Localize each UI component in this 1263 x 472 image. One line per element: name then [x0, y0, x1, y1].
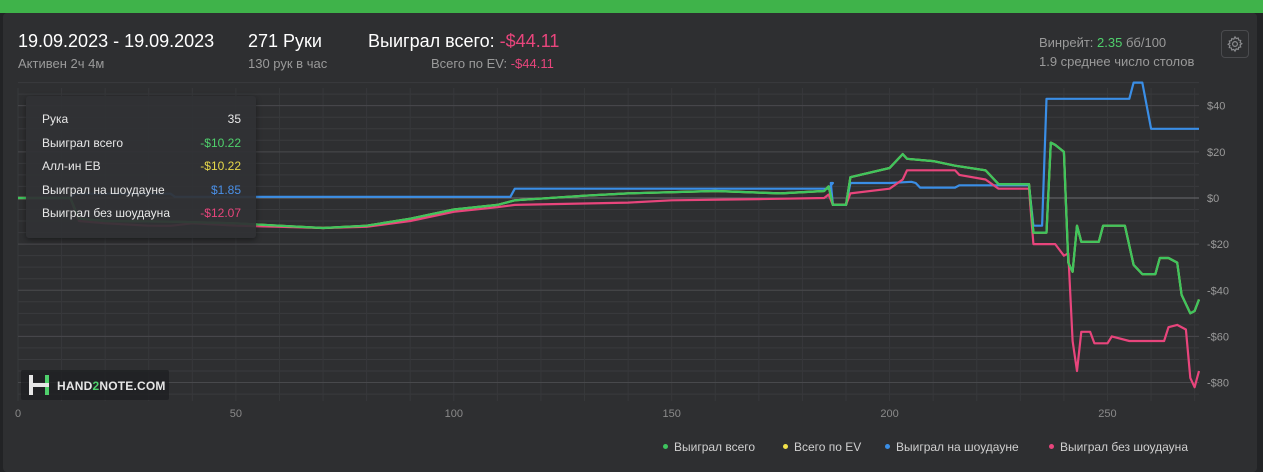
won-total-value: -$44.11 — [499, 31, 560, 51]
legend-dot-icon — [783, 444, 788, 450]
legend-label: Выиграл на шоудауне — [896, 440, 1019, 454]
y-tick-label: $20 — [1207, 147, 1225, 159]
active-time: Активен 2ч 4м — [18, 56, 105, 71]
x-tick-label: 150 — [663, 408, 681, 420]
tooltip-row-label: Выиграл всего — [42, 135, 124, 150]
tooltip-row-value: $1.85 — [210, 182, 241, 197]
tooltip-row-label: Рука — [42, 112, 69, 126]
tooltip-row: Выиграл без шоудауна -$12.07 — [42, 206, 241, 222]
y-tick-label: -$60 — [1207, 331, 1229, 343]
x-tick-label: 50 — [230, 408, 242, 420]
y-tick-label: -$80 — [1207, 378, 1229, 390]
hand2note-logo: HAND2NOTE.COM — [21, 370, 169, 400]
ev-total-label: Всего по EV: — [431, 56, 508, 71]
y-tick-label: -$40 — [1207, 285, 1229, 297]
tooltip-row-label: Выиграл без шоудауна — [42, 206, 170, 220]
series-line — [18, 141, 1201, 315]
winrate-label: Винрейт: — [1039, 35, 1094, 50]
legend-label: Всего по EV — [794, 440, 862, 454]
tooltip-row: Рука 35 — [42, 112, 241, 128]
legend-dot-icon — [1049, 444, 1054, 450]
legend-item[interactable]: Всего по EV — [783, 440, 861, 454]
legend-dot-icon — [885, 444, 890, 450]
settings-button[interactable] — [1221, 30, 1249, 58]
x-tick-label: 250 — [1098, 408, 1116, 420]
tooltip-row-value: 35 — [227, 112, 241, 126]
tooltip-row-value: -$12.07 — [200, 206, 241, 220]
hands-per-hour: 130 рук в час — [248, 56, 328, 71]
tooltip-row-value: -$10.22 — [200, 159, 241, 173]
x-tick-label: 200 — [880, 408, 898, 420]
tooltip-row-value: -$10.22 — [200, 135, 241, 150]
tooltip-row: Алл-ин ЕВ -$10.22 — [42, 159, 241, 175]
hand2note-logo-mark — [29, 375, 49, 395]
legend-label: Выиграл без шоудауна — [1060, 440, 1188, 454]
ev-total: Всего по EV: -$44.11 — [431, 56, 554, 71]
tooltip-row: Выиграл на шоудауне $1.85 — [42, 183, 241, 199]
legend-dot-icon — [663, 444, 668, 450]
tooltip-row-label: Алл-ин ЕВ — [42, 159, 101, 173]
date-range: 19.09.2023 - 19.09.2023 — [18, 31, 215, 51]
legend-item[interactable]: Выиграл всего — [663, 440, 755, 454]
y-tick-label: $0 — [1207, 193, 1219, 205]
ev-total-value: -$44.11 — [510, 56, 554, 71]
legend-label: Выиграл всего — [674, 440, 756, 454]
hands-count: 271 Руки — [248, 31, 322, 51]
x-tick-label: 0 — [15, 408, 21, 420]
won-total: Выиграл всего: -$44.11 — [368, 31, 559, 52]
y-tick-label: -$20 — [1207, 239, 1229, 251]
logo-wordmark: HAND2NOTE.COM — [57, 379, 166, 393]
x-tick-label: 100 — [445, 408, 463, 420]
gear-icon — [1227, 35, 1243, 53]
legend-item[interactable]: Выиграл без шоудауна — [1049, 440, 1188, 454]
hand-tooltip: Рука 35 Выиграл всего -$10.22 Алл-ин ЕВ -$10.… — [26, 96, 256, 238]
winrate-unit: бб/100 — [1125, 35, 1167, 50]
avg-tables: 1.9 среднее число столов — [1039, 54, 1195, 69]
tooltip-row: Выиграл всего -$10.22 — [42, 136, 241, 152]
legend-item[interactable]: Выиграл на шоудауне — [885, 440, 1019, 454]
winrate-value: 2.35 — [1097, 35, 1123, 50]
top-accent-bar — [0, 0, 1263, 13]
stats-panel — [3, 13, 1257, 472]
won-total-label: Выиграл всего: — [368, 31, 495, 51]
y-tick-label: $40 — [1207, 101, 1225, 113]
winrate: Винрейт: 2.35 бб/100 — [1039, 35, 1166, 50]
tooltip-row-label: Выиграл на шоудауне — [42, 182, 165, 197]
